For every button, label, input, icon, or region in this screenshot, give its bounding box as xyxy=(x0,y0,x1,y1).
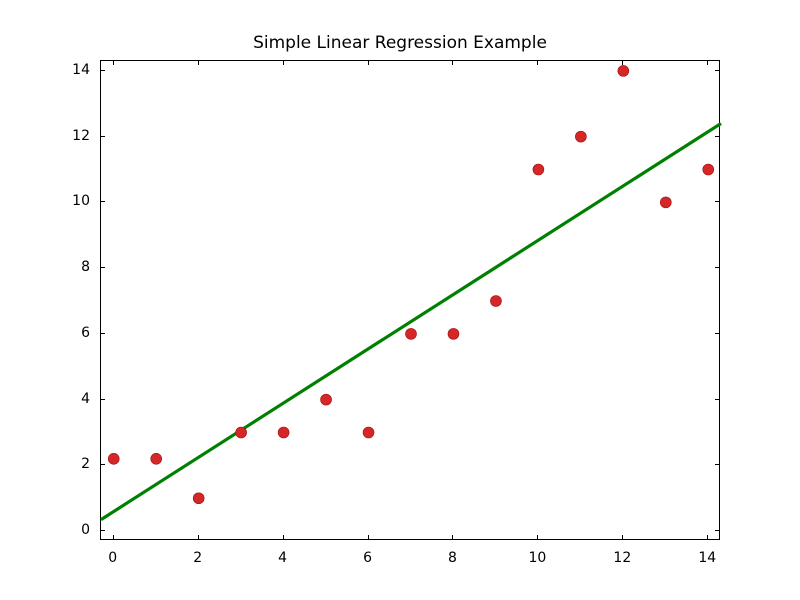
scatter-point xyxy=(363,427,374,438)
y-tick-label: 0 xyxy=(81,522,90,538)
x-tick-mark xyxy=(622,60,623,65)
y-tick-mark xyxy=(100,70,105,71)
scatter-point xyxy=(703,164,714,175)
scatter-point xyxy=(278,427,289,438)
x-tick-mark xyxy=(622,535,623,540)
x-tick-label: 6 xyxy=(363,550,372,566)
scatter-point xyxy=(575,131,586,142)
scatter-point xyxy=(406,328,417,339)
x-tick-mark xyxy=(452,60,453,65)
scatter-point xyxy=(193,493,204,504)
y-tick-label: 6 xyxy=(81,325,90,341)
x-tick-mark xyxy=(537,60,538,65)
y-tick-mark xyxy=(100,136,105,137)
y-tick-mark xyxy=(100,399,105,400)
y-tick-label: 2 xyxy=(81,456,90,472)
scatter-point xyxy=(533,164,544,175)
scatter-point xyxy=(618,65,629,76)
x-tick-label: 0 xyxy=(108,550,117,566)
y-tick-mark xyxy=(715,464,720,465)
x-tick-label: 8 xyxy=(448,550,457,566)
scatter-point xyxy=(660,197,671,208)
x-tick-mark xyxy=(537,535,538,540)
x-tick-label: 14 xyxy=(698,550,716,566)
x-tick-label: 4 xyxy=(278,550,287,566)
y-tick-label: 10 xyxy=(72,193,90,209)
x-tick-mark xyxy=(707,535,708,540)
x-tick-mark xyxy=(283,535,284,540)
x-tick-label: 2 xyxy=(193,550,202,566)
x-tick-mark xyxy=(113,60,114,65)
y-tick-mark xyxy=(100,267,105,268)
y-tick-label: 12 xyxy=(72,128,90,144)
y-tick-mark xyxy=(100,333,105,334)
y-tick-label: 14 xyxy=(72,62,90,78)
x-tick-mark xyxy=(452,535,453,540)
figure: Simple Linear Regression Example 0 2 4 6 8 10… xyxy=(0,0,800,600)
y-tick-mark xyxy=(100,530,105,531)
scatter-point xyxy=(108,453,119,464)
y-tick-mark xyxy=(715,399,720,400)
y-tick-mark xyxy=(100,201,105,202)
x-tick-mark xyxy=(113,535,114,540)
scatter-point xyxy=(321,394,332,405)
y-tick-label: 4 xyxy=(81,391,90,407)
y-tick-mark xyxy=(100,464,105,465)
y-tick-label: 8 xyxy=(81,259,90,275)
y-tick-mark xyxy=(715,70,720,71)
scatter-point xyxy=(236,427,247,438)
x-tick-label: 12 xyxy=(613,550,631,566)
regression-line xyxy=(101,123,721,519)
scatter-point xyxy=(151,453,162,464)
y-tick-mark xyxy=(715,267,720,268)
y-tick-mark xyxy=(715,201,720,202)
scatter-point xyxy=(448,328,459,339)
x-tick-mark xyxy=(707,60,708,65)
chart-title: Simple Linear Regression Example xyxy=(0,33,800,53)
plot-svg xyxy=(101,61,721,541)
y-tick-mark xyxy=(715,530,720,531)
x-tick-label: 10 xyxy=(528,550,546,566)
plot-axes xyxy=(100,60,720,540)
x-tick-mark xyxy=(198,60,199,65)
scatter-point xyxy=(490,296,501,307)
x-tick-mark xyxy=(198,535,199,540)
x-tick-mark xyxy=(368,535,369,540)
y-tick-mark xyxy=(715,136,720,137)
x-tick-mark xyxy=(283,60,284,65)
x-tick-mark xyxy=(368,60,369,65)
y-tick-mark xyxy=(715,333,720,334)
